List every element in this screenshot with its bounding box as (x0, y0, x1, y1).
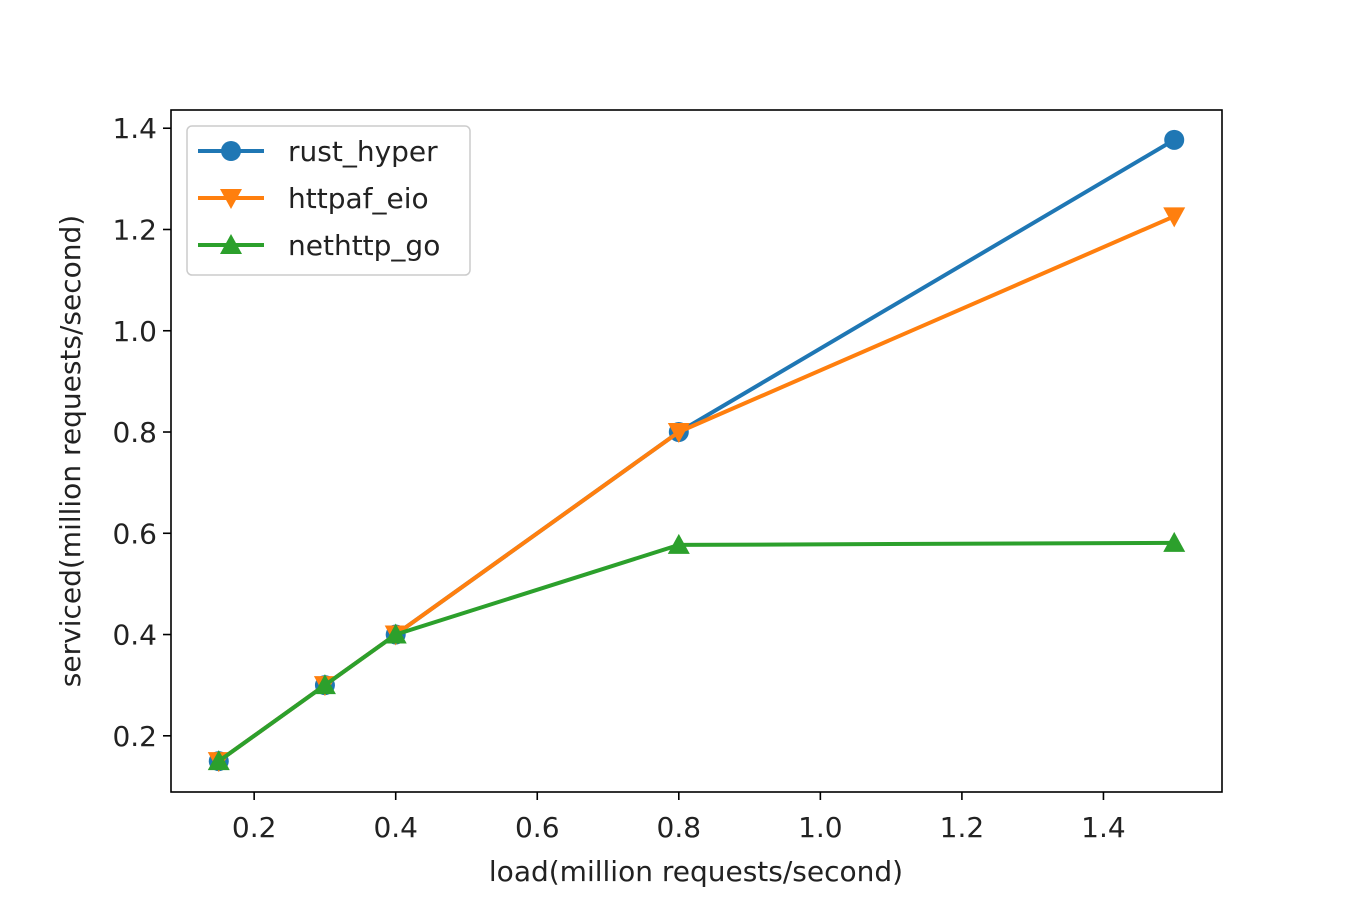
x-tick-label: 0.8 (657, 811, 702, 844)
data-point (207, 750, 230, 771)
legend-entry-rust_hyper: rust_hyper (198, 135, 438, 168)
series-line (217, 214, 1176, 763)
y-tick-label: 0.4 (112, 619, 157, 652)
legend-label: rust_hyper (288, 135, 438, 168)
y-tick-label: 1.0 (112, 315, 157, 348)
x-axis-label: load(million requests/second) (489, 855, 903, 888)
legend: rust_hyper httpaf_eio nethttp_go (186, 125, 471, 276)
x-tick-label: 1.2 (940, 811, 985, 844)
data-point (1163, 531, 1186, 552)
x-tick-label: 1.4 (1081, 811, 1126, 844)
x-tick-label: 1.0 (798, 811, 843, 844)
x-tick-label: 0.6 (515, 811, 560, 844)
data-point (667, 533, 690, 554)
legend-label: nethttp_go (288, 229, 440, 262)
y-axis-label: serviced(million requests/second) (54, 215, 87, 687)
data-point (1164, 129, 1185, 150)
series-httpaf_eio (207, 207, 1186, 773)
x-tick-label: 0.4 (373, 811, 418, 844)
legend-entry-nethttp_go: nethttp_go (198, 229, 440, 262)
legend-box (186, 125, 471, 276)
legend-label: httpaf_eio (288, 182, 429, 215)
data-point (384, 623, 407, 644)
legend-entry-httpaf_eio: httpaf_eio (198, 182, 429, 215)
data-point (313, 674, 336, 695)
x-tick-label: 0.2 (232, 811, 277, 844)
series-nethttp_go (207, 531, 1186, 771)
legend-marker (221, 141, 241, 161)
y-tick-label: 0.6 (112, 517, 157, 550)
legend-marker (220, 234, 242, 254)
data-point (667, 423, 690, 444)
legend-marker (220, 189, 242, 209)
data-point (1163, 207, 1186, 228)
y-tick-label: 0.8 (112, 416, 157, 449)
y-tick-label: 1.2 (112, 213, 157, 246)
series-line (217, 540, 1175, 763)
y-tick-label: 1.4 (112, 112, 157, 145)
plot-frame (170, 109, 1223, 793)
y-tick-label: 0.2 (112, 720, 157, 753)
